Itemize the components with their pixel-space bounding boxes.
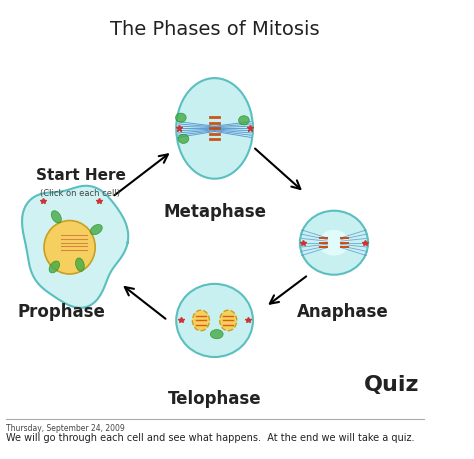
Text: Telophase: Telophase xyxy=(168,389,261,407)
Ellipse shape xyxy=(44,221,95,274)
Ellipse shape xyxy=(178,135,189,144)
Ellipse shape xyxy=(75,258,84,272)
Ellipse shape xyxy=(176,284,253,357)
Ellipse shape xyxy=(238,117,249,126)
Text: (Click on each cell): (Click on each cell) xyxy=(40,189,120,197)
Text: Prophase: Prophase xyxy=(17,302,105,320)
Text: Quiz: Quiz xyxy=(364,375,419,395)
Ellipse shape xyxy=(192,310,210,331)
Text: Start Here: Start Here xyxy=(36,167,126,182)
Ellipse shape xyxy=(220,310,237,331)
Ellipse shape xyxy=(91,225,102,235)
Text: Anaphase: Anaphase xyxy=(297,302,388,320)
Text: Metaphase: Metaphase xyxy=(163,202,266,220)
Ellipse shape xyxy=(319,230,349,256)
Ellipse shape xyxy=(49,262,60,273)
Text: Thursday, September 24, 2009: Thursday, September 24, 2009 xyxy=(6,423,124,432)
Ellipse shape xyxy=(175,114,186,123)
Text: We will go through each cell and see what happens.  At the end we will take a qu: We will go through each cell and see wha… xyxy=(6,432,414,442)
Ellipse shape xyxy=(210,330,223,339)
Polygon shape xyxy=(22,186,128,308)
Ellipse shape xyxy=(176,79,253,179)
Ellipse shape xyxy=(51,211,61,224)
Text: The Phases of Mitosis: The Phases of Mitosis xyxy=(110,20,319,39)
Ellipse shape xyxy=(300,211,368,275)
